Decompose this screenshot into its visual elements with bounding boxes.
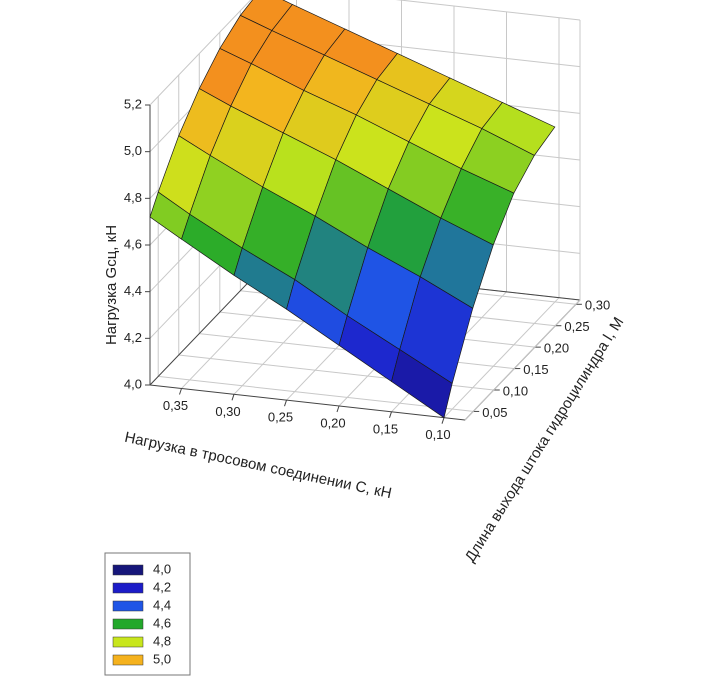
y-tick-label: 0,15	[523, 362, 548, 377]
legend-label: 4,6	[153, 615, 171, 630]
y-tick-label: 0,30	[585, 298, 610, 313]
surface	[149, 0, 556, 419]
y-tick-label: 0,05	[482, 405, 507, 420]
grid-line	[443, 297, 560, 419]
legend-label: 4,4	[153, 597, 171, 612]
x-tick-label: 0,30	[215, 404, 240, 419]
y-tick-label: 0,20	[544, 341, 569, 356]
surface-cell	[391, 349, 453, 419]
legend-label: 5,0	[153, 651, 171, 666]
grid-line	[149, 0, 252, 106]
z-tick-label: 5,0	[124, 143, 142, 158]
z-tick-label: 4,6	[124, 236, 142, 251]
tick-mark	[179, 388, 182, 395]
legend-swatch	[112, 618, 144, 630]
z-axis-title: Нагрузка Gсц, кН	[103, 225, 120, 345]
grid-line	[158, 375, 474, 412]
legend-label: 4,8	[153, 633, 171, 648]
y-tick-label: 0,25	[564, 319, 589, 334]
z-tick-label: 4,2	[124, 330, 142, 345]
labels: 4,0 4,2 4,4 4,6 4,8 5,0 5,2 0,35 0,30 0,25 0,20 0,1…	[124, 96, 610, 442]
x-axis-title: Нагрузка в тросовом соединении С, кН	[123, 429, 393, 502]
x-tick-label: 0,20	[320, 415, 345, 430]
axis-line	[464, 299, 581, 421]
tick-mark	[441, 417, 445, 424]
x-tick-label: 0,35	[163, 398, 188, 413]
z-tick-label: 4,0	[124, 376, 142, 391]
z-tick-label: 5,2	[124, 96, 142, 111]
legend: 4,0 4,2 4,4 4,6 4,8 5,0	[112, 561, 171, 666]
legend-swatch	[112, 636, 144, 648]
x-tick-label: 0,10	[425, 427, 450, 442]
legend-swatch	[112, 564, 144, 576]
z-tick-label: 4,4	[124, 283, 142, 298]
legend-swatch	[112, 582, 144, 594]
legend-swatch	[112, 600, 144, 612]
tick-mark	[231, 394, 235, 401]
x-tick-label: 0,25	[268, 410, 293, 425]
legend-label: 4,0	[153, 561, 171, 576]
axis-line	[149, 384, 466, 421]
tick-mark	[389, 411, 392, 418]
legend-label: 4,2	[153, 579, 171, 594]
z-tick-label: 4,8	[124, 190, 142, 205]
grid-line	[395, 0, 581, 21]
tick-mark	[336, 405, 340, 413]
y-tick-label: 0,10	[503, 383, 528, 398]
legend-swatch	[112, 654, 144, 666]
x-tick-label: 0,15	[373, 421, 398, 436]
axis-line	[149, 264, 266, 386]
tick-mark	[284, 400, 287, 407]
